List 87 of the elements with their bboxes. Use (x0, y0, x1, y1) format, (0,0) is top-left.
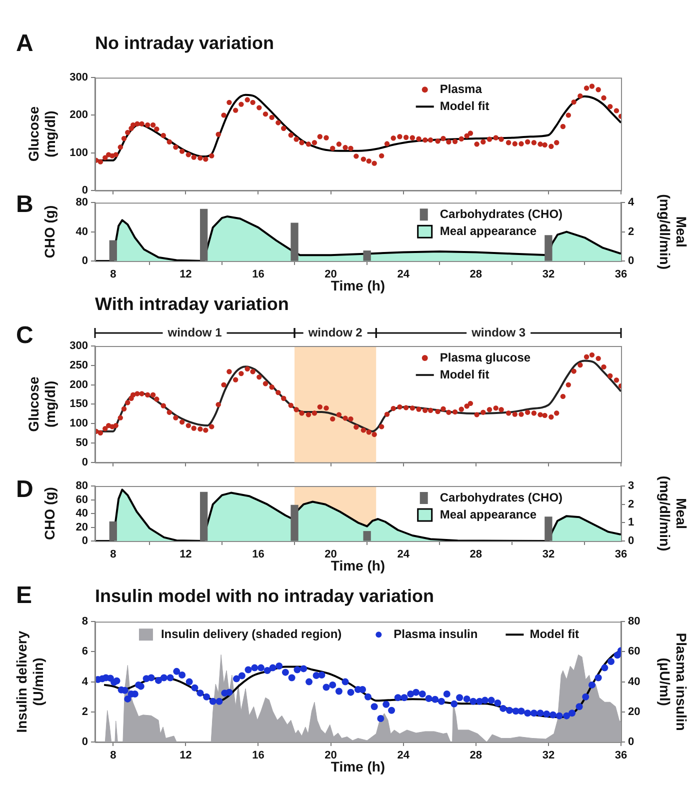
legend-label: Model fit (440, 98, 490, 113)
legend-label: Carbohydrates (CHO) (440, 206, 563, 221)
x-tick-label: 12 (180, 750, 192, 762)
y-axis-title: Glucose (mg/dl) (25, 106, 58, 162)
y-tick-label: 0 (82, 456, 88, 468)
y-tick-label: 50 (76, 437, 88, 450)
y-tick-label: 100 (70, 146, 88, 159)
y-tick-label: 200 (70, 109, 88, 122)
y-tick-label: 8 (82, 616, 88, 628)
y-axis-title: CHO (g) (41, 487, 58, 540)
band-label: window 2 (307, 325, 363, 340)
y-tick-label: 60 (76, 494, 88, 506)
y-tick-label: 100 (70, 418, 88, 430)
x-tick-label: 24 (397, 548, 410, 561)
y2-tick-label: 1 (628, 516, 634, 529)
y2-tick-label: 2 (628, 226, 634, 238)
legend-label: Carbohydrates (CHO) (440, 490, 563, 504)
x-tick-label: 32 (542, 548, 555, 561)
x-tick-label: 32 (542, 268, 555, 281)
legend-label: Model fit (530, 626, 580, 641)
legend-label: Meal appearance (440, 224, 537, 238)
y-tick-label: 0 (82, 535, 88, 548)
y-tick-label: 80 (76, 196, 88, 209)
y2-tick-label: 40 (628, 676, 640, 688)
y-tick-label: 2 (82, 706, 88, 718)
y2-axis-title: Meal (mg/dl/min) (656, 476, 690, 552)
x-tick-label: 12 (180, 548, 192, 561)
x-tick-label: 36 (614, 750, 628, 762)
y-tick-label: 300 (70, 72, 88, 84)
y-axis-title: Glucose (mg/dl) (25, 376, 58, 432)
y-tick-label: 6 (82, 646, 88, 658)
y-tick-label: 40 (76, 508, 88, 520)
y-tick-label: 0 (82, 736, 88, 748)
y-tick-label: 80 (76, 480, 88, 492)
chart-title: No intraday variation (95, 33, 274, 54)
chart-title: Insulin model with no intraday variation (95, 586, 434, 607)
text: window 1 (166, 325, 222, 340)
y2-tick-label: 2 (628, 498, 634, 510)
y-tick-label: 40 (76, 226, 88, 238)
x-tick-label: 36 (614, 548, 628, 561)
y2-tick-label: 60 (628, 646, 640, 658)
y2-tick-label: 4 (628, 196, 635, 209)
legend-label: Meal appearance (440, 507, 537, 522)
x-tick-label: 8 (110, 548, 116, 561)
y-tick-label: 300 (70, 340, 88, 352)
y-tick-label: 0 (82, 255, 88, 268)
legend-label: Insulin delivery (shaded region) (160, 626, 342, 641)
x-tick-label: 32 (542, 750, 555, 762)
x-tick-label: 8 (110, 268, 116, 281)
y-tick-label: 20 (76, 521, 88, 534)
text: A (16, 30, 34, 58)
y-axis-title: CHO (g) (41, 205, 58, 258)
y-tick-label: 200 (70, 378, 88, 391)
x-tick-label: 8 (110, 750, 116, 762)
x-tick-label: 28 (470, 268, 482, 281)
chart-title: With intraday variation (95, 294, 289, 315)
x-tick-label: 16 (252, 750, 264, 762)
y2-tick-label: 0 (628, 255, 634, 268)
y2-tick-label: 3 (628, 480, 634, 492)
x-tick-label: 28 (470, 548, 482, 561)
y-tick-label: 250 (70, 359, 88, 372)
x-tick-label: 16 (252, 268, 264, 281)
y2-axis-title: Plasma insulin (μU/ml) (656, 632, 690, 731)
y2-tick-label: 0 (628, 736, 634, 748)
y2-tick-label: 0 (628, 535, 634, 548)
text: window 3 (470, 325, 526, 340)
y-tick-label: 150 (70, 398, 88, 410)
x-tick-label: 24 (397, 268, 410, 281)
y2-tick-label: 20 (628, 706, 640, 718)
legend-label: Plasma (440, 82, 482, 96)
legend-label: Plasma glucose (440, 350, 531, 364)
x-tick-label: 12 (180, 268, 192, 281)
x-tick-label: 36 (614, 268, 628, 281)
y-tick-label: 0 (82, 184, 88, 196)
y-tick-label: 4 (82, 676, 89, 688)
text: D (16, 476, 34, 504)
x-tick-label: 16 (252, 548, 264, 561)
x-tick-label: 24 (397, 750, 410, 762)
y2-tick-label: 80 (628, 616, 640, 628)
text: E (16, 582, 32, 610)
text: C (16, 322, 34, 350)
y-axis-title: Insulin delivery (U/min) (13, 630, 46, 733)
y2-axis-title: Meal (mg/dl/min) (656, 194, 690, 270)
legend-label: Model fit (440, 367, 490, 382)
text: B (16, 191, 34, 219)
x-tick-label: 28 (470, 750, 482, 762)
legend-label: Plasma insulin (394, 626, 478, 641)
